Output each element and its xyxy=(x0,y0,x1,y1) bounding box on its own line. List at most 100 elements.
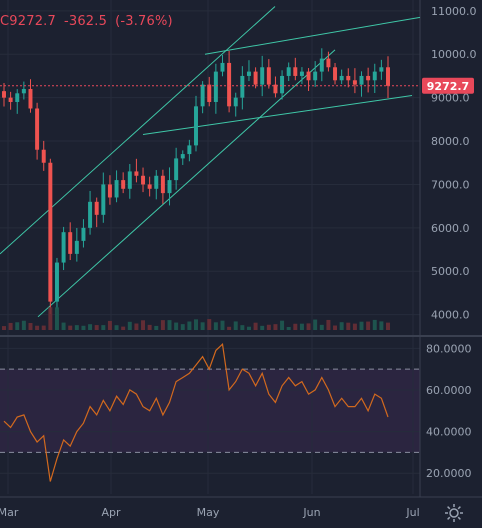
volume-bar xyxy=(366,321,371,330)
candle-body xyxy=(246,71,251,76)
candle-body xyxy=(15,93,20,102)
price-axis-label: 5000.0 xyxy=(431,265,470,278)
time-axis-label: Jun xyxy=(302,506,320,519)
candle-body xyxy=(21,88,26,94)
candle-body xyxy=(187,145,192,155)
volume-bar xyxy=(154,325,159,330)
candle-body xyxy=(8,97,13,102)
candle-body xyxy=(207,84,212,102)
candle-body xyxy=(101,184,106,215)
candle-body xyxy=(220,62,225,72)
volume-bar xyxy=(54,307,59,330)
volume-bar xyxy=(227,326,232,330)
candle-body xyxy=(167,180,172,194)
rsi-axis-label: 20.0000 xyxy=(426,467,472,480)
volume-bar xyxy=(81,325,86,330)
price-tag-label: 9272.7 xyxy=(427,80,469,93)
price-axis-label: 11000.0 xyxy=(431,5,477,18)
candle-body xyxy=(299,71,304,76)
candle-body xyxy=(386,67,390,86)
price-axis-label: 8000.0 xyxy=(431,135,470,148)
header-change: -362.5 xyxy=(63,14,108,29)
volume-bar xyxy=(160,320,165,330)
candle-body xyxy=(266,67,271,85)
candle-body xyxy=(174,158,179,181)
volume-bar xyxy=(246,326,251,330)
candle-body xyxy=(2,91,6,98)
rsi-axis-label: 60.0000 xyxy=(426,384,472,397)
gear-icon[interactable] xyxy=(444,503,464,523)
candle-body xyxy=(127,171,132,189)
volume-bar xyxy=(207,319,212,330)
candle-body xyxy=(194,106,198,146)
candle-body xyxy=(233,97,238,107)
volume-bar xyxy=(299,323,304,330)
candle-body xyxy=(227,62,232,107)
volume-bar xyxy=(35,325,40,330)
candle-body xyxy=(359,75,364,85)
volume-bar xyxy=(233,321,238,330)
volume-bar xyxy=(339,322,344,330)
candle-body xyxy=(68,232,73,254)
volume-bar xyxy=(127,321,132,330)
candle-body xyxy=(107,184,112,198)
header-change-pct: (-3.76%) xyxy=(115,14,173,29)
channel-upper-line xyxy=(0,6,276,255)
candle-body xyxy=(180,154,185,159)
price-axis-label: 9000.0 xyxy=(431,92,470,105)
candle-body xyxy=(94,201,99,215)
volume-bar xyxy=(74,325,79,330)
candle-body xyxy=(313,71,318,81)
rsi-band-fill xyxy=(0,369,420,453)
volume-bar xyxy=(8,322,13,330)
candle-body xyxy=(372,71,377,81)
volume-bar xyxy=(220,320,225,330)
time-axis-label: Apr xyxy=(101,506,121,519)
volume-bar xyxy=(28,323,33,330)
volume-bar xyxy=(187,321,192,330)
candle-body xyxy=(213,71,218,102)
candle-body xyxy=(346,75,351,81)
channel-lower-line xyxy=(37,49,336,318)
candle-body xyxy=(147,184,152,189)
candle-body xyxy=(121,180,126,189)
volume-bar xyxy=(134,323,139,330)
candle-body xyxy=(160,175,165,194)
candle-body xyxy=(61,232,66,263)
volume-bar xyxy=(333,325,338,330)
volume-bar xyxy=(273,324,278,330)
volume-bar xyxy=(21,320,26,330)
candle-body xyxy=(280,75,285,94)
candle-body xyxy=(200,84,205,107)
volume-bar xyxy=(147,324,152,330)
volume-bar xyxy=(326,319,331,330)
candle-body xyxy=(333,67,338,81)
volume-bar xyxy=(141,320,146,330)
volume-bar xyxy=(379,321,384,330)
volume-bar xyxy=(194,319,198,330)
volume-bar xyxy=(48,307,53,330)
volume-bar xyxy=(359,321,364,330)
candle-body xyxy=(366,75,371,81)
candle-body xyxy=(240,75,245,98)
wedge-lower-line xyxy=(142,94,413,136)
volume-bar xyxy=(68,325,73,330)
candle-body xyxy=(319,58,324,72)
price-axis-label: 7000.0 xyxy=(431,178,470,191)
volume-bar xyxy=(61,322,66,330)
volume-bar xyxy=(286,326,291,330)
price-axis-label: 4000.0 xyxy=(431,309,470,322)
header-price: C9272.7 xyxy=(0,14,56,29)
wedge-upper-line xyxy=(204,16,421,55)
volume-bar xyxy=(101,325,106,330)
candle-body xyxy=(141,175,146,185)
time-axis-label: Mar xyxy=(0,506,19,519)
price-tag-box xyxy=(422,77,474,94)
time-axis-label: May xyxy=(197,506,220,519)
volume-bar xyxy=(94,325,99,330)
rsi-line xyxy=(3,342,389,482)
volume-bar xyxy=(372,319,377,330)
time-axis-label: Jul xyxy=(405,506,419,519)
volume-bar xyxy=(346,322,351,330)
